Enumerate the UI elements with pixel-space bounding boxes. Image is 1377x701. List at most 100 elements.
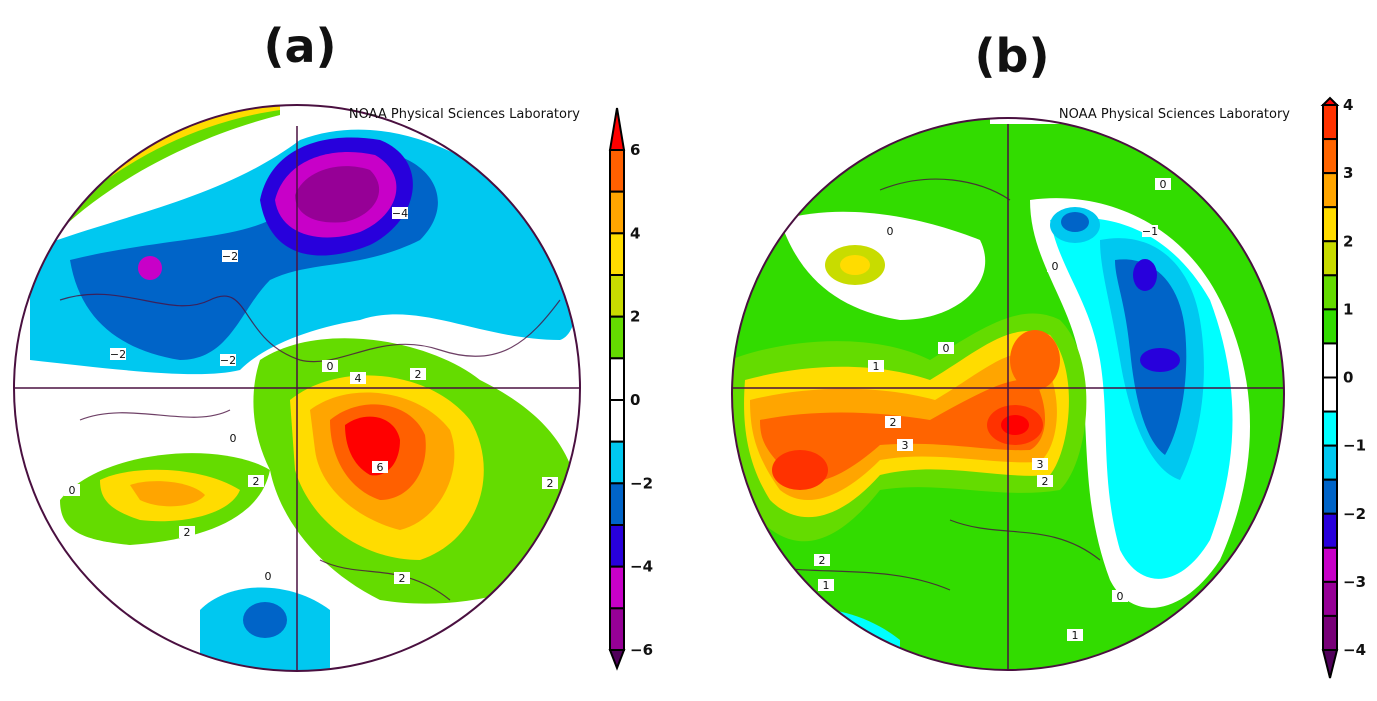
contour-label-bg	[882, 225, 898, 237]
colorbar-tick-label: 0	[1343, 369, 1353, 387]
contour-label: −4	[392, 207, 408, 220]
contour-label-bg	[248, 475, 264, 487]
contour-label: 3	[902, 439, 909, 452]
contour-label-bg	[542, 477, 558, 489]
contour-label: 2	[399, 572, 406, 585]
contour-label: 2	[253, 475, 260, 488]
colorbar-tick-label: −3	[1343, 573, 1366, 591]
panel-a-colorbar: 6 4 2 0 −2 −4 −6	[608, 107, 653, 671]
contour-label: 3	[1037, 458, 1044, 471]
contour-label: 0	[265, 570, 272, 583]
colorbar-tick-label: 0	[630, 391, 640, 409]
colorbar-swatch	[1322, 410, 1338, 447]
contour-label: 0	[327, 360, 334, 373]
contour-label-bg	[179, 526, 195, 538]
contour-label-bg	[1112, 590, 1128, 602]
contour-label-bg	[372, 461, 388, 473]
colorbar-over-arrow	[608, 107, 626, 151]
contour-label: 2	[1042, 475, 1049, 488]
colorbar-tick-label: −1	[1343, 437, 1366, 455]
contour-label: 2	[890, 416, 897, 429]
colorbar-swatch	[1322, 308, 1338, 345]
colorbar-tick-label: 1	[1343, 300, 1353, 318]
panel-b-label: (b)	[975, 29, 1050, 83]
colorbar-swatch	[609, 357, 625, 402]
contour-label: 0	[1160, 178, 1167, 191]
panel-a-label: (a)	[263, 19, 336, 73]
colorbar-tick-label: 2	[630, 308, 640, 326]
colorbar-under-arrow	[608, 649, 626, 671]
colorbar-swatch	[1322, 138, 1338, 175]
contour-label-bg	[1032, 458, 1048, 470]
colorbar-swatch	[1322, 478, 1338, 515]
contour-label: 6	[377, 461, 384, 474]
contour-label-bg	[110, 348, 126, 360]
contour-label: 0	[887, 225, 894, 238]
colorbar-swatch	[609, 524, 625, 568]
colorbar-swatch	[1322, 172, 1338, 209]
contour-label: 2	[547, 477, 554, 490]
contour-label: −1	[1142, 225, 1158, 238]
colorbar-swatch	[1322, 104, 1338, 141]
contour-label: 4	[355, 372, 362, 385]
panel-b-source: NOAA Physical Sciences Laboratory	[1059, 107, 1290, 122]
panel-a-source: NOAA Physical Sciences Laboratory	[349, 107, 580, 122]
contour-label: −2	[222, 250, 238, 263]
contour-label-bg	[885, 416, 901, 428]
contour-label-bg	[410, 368, 426, 380]
panel-a-contour-labels: −4 −2 −2 −2 0 4 2 0 6 2 2 2 0 2 0	[64, 207, 558, 585]
colorbar-swatch	[609, 565, 625, 610]
contour-label-bg	[938, 342, 954, 354]
colorbar-swatch	[1322, 546, 1338, 583]
contour-label-bg	[222, 250, 238, 262]
contour-label: −2	[110, 348, 126, 361]
contour-label: 0	[1117, 590, 1124, 603]
contour-label-bg	[64, 484, 80, 496]
colorbar-tick-label: −6	[630, 641, 653, 659]
contour-label-bg	[868, 360, 884, 372]
contour-label: 0	[1052, 260, 1059, 273]
contour-label-bg	[818, 579, 834, 591]
colorbar-swatch	[609, 482, 625, 527]
colorbar-swatch	[609, 149, 625, 193]
colorbar-tick-label: 4	[1343, 96, 1353, 114]
panel-a-map	[14, 105, 580, 671]
contour-label-bg	[394, 572, 410, 584]
colorbar-tick-label: 4	[630, 224, 640, 242]
contour-label: 2	[415, 368, 422, 381]
contour-label-bg	[225, 432, 241, 444]
panel-b-map	[732, 118, 1284, 670]
colorbar-swatch	[1322, 444, 1338, 481]
colorbar-swatch	[1322, 580, 1338, 617]
colorbar-swatch	[1322, 206, 1338, 243]
colorbar-swatch	[1322, 512, 1338, 549]
contour-label: 1	[823, 579, 830, 592]
contour-label-bg	[897, 439, 913, 451]
colorbar-tick-label: 2	[1343, 232, 1353, 250]
colorbar-swatch	[609, 607, 625, 651]
contour-label: 0	[69, 484, 76, 497]
panel-b: (b)	[731, 29, 1366, 679]
colorbar-swatch	[609, 399, 625, 443]
colorbar-swatch	[609, 315, 625, 360]
contour-label: 2	[184, 526, 191, 539]
contour-label: 1	[873, 360, 880, 373]
colorbar-tick-label: −4	[1343, 641, 1366, 659]
contour-label-bg	[260, 570, 276, 582]
panel-a: (a)	[13, 19, 653, 672]
contour-label: −2	[220, 354, 236, 367]
panel-b-colorbar: 4 3 2 1 0 −1 −2 −3 −4	[1320, 96, 1366, 679]
colorbar-tick-label: −2	[630, 474, 653, 492]
colorbar-tick-label: 6	[630, 141, 640, 159]
contour-label: 0	[230, 432, 237, 445]
colorbar-tick-label: 3	[1343, 164, 1353, 182]
contour-label: 2	[819, 554, 826, 567]
contour-label-bg	[1067, 629, 1083, 641]
colorbar-over-arrow	[1320, 96, 1340, 106]
colorbar-swatch	[1322, 240, 1338, 277]
contour-label: 1	[1072, 629, 1079, 642]
colorbar-swatch	[1322, 376, 1338, 413]
contour-label-bg	[1155, 178, 1171, 190]
